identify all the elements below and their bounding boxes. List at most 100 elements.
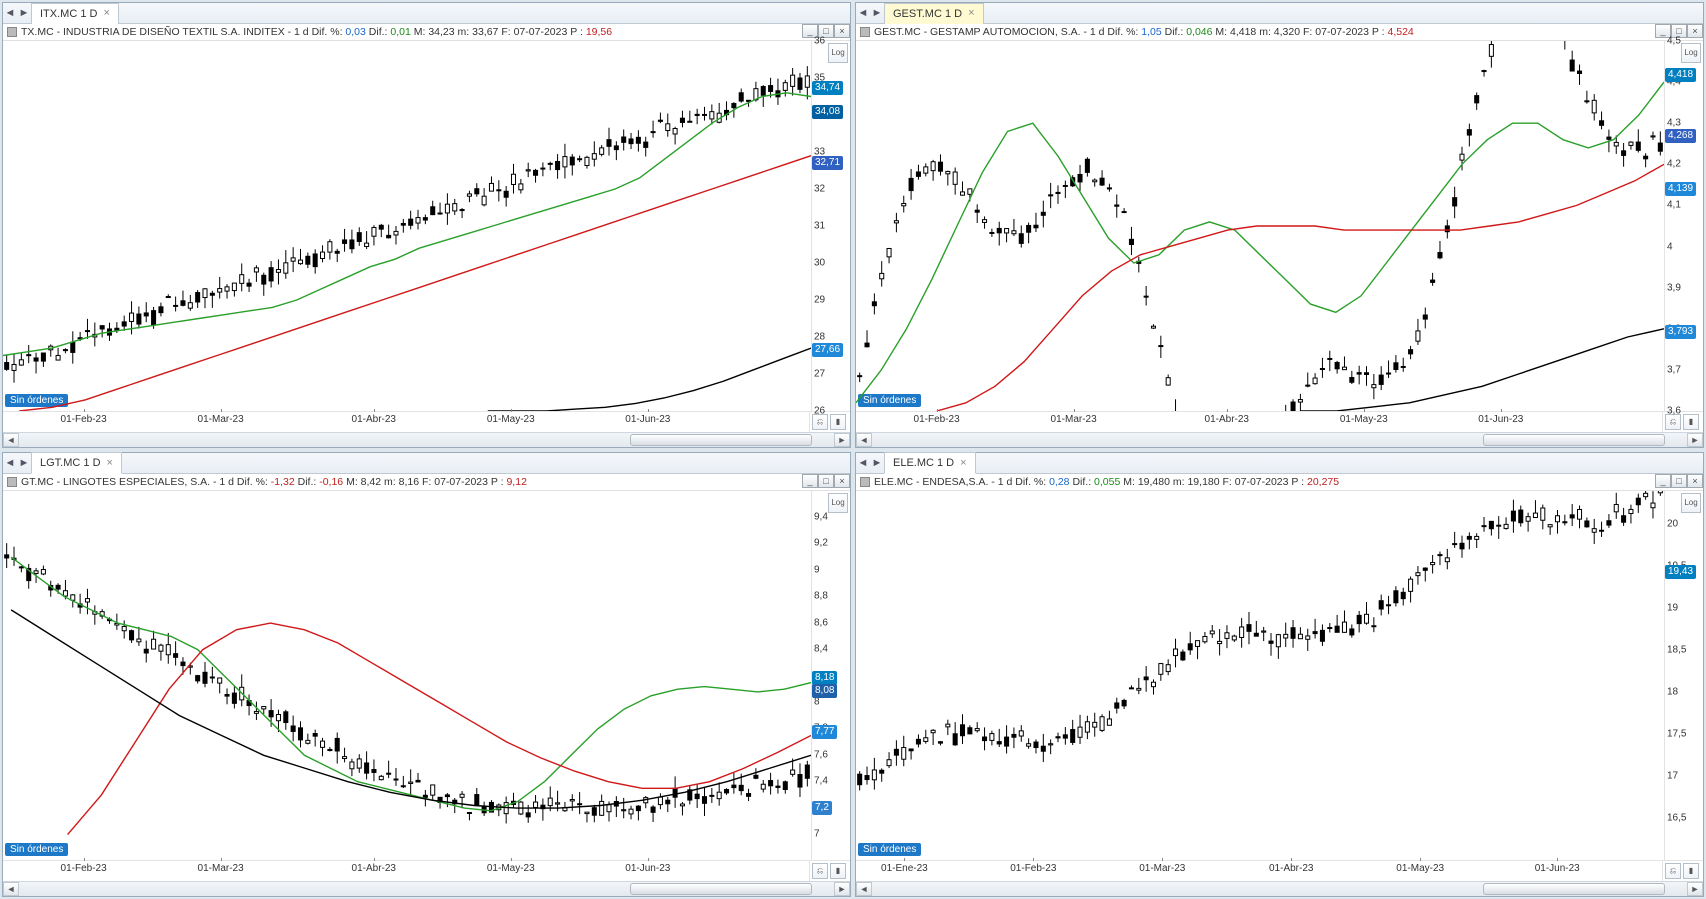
price-button[interactable]: ▮: [1683, 863, 1699, 879]
tabs-prev[interactable]: ◄: [856, 453, 870, 473]
scroll-right[interactable]: ►: [834, 433, 850, 447]
y-tick: 4: [1667, 241, 1673, 252]
maximize-button[interactable]: □: [818, 474, 834, 488]
info-text: 19,180: [1187, 476, 1219, 488]
tabs-next[interactable]: ►: [17, 3, 31, 23]
log-scale-button[interactable]: Log: [1681, 43, 1701, 63]
y-tick: 9: [814, 564, 820, 575]
scroll-track[interactable]: [872, 433, 1687, 447]
price-button[interactable]: ▮: [830, 414, 846, 430]
log-scale-button[interactable]: Log: [828, 43, 848, 63]
scroll-thumb[interactable]: [630, 883, 811, 895]
scroll-right[interactable]: ►: [1687, 433, 1703, 447]
time-scrollbar[interactable]: ◄►: [3, 881, 850, 896]
chart-plot[interactable]: Sin órdenes: [856, 41, 1665, 412]
chart-svg: [856, 41, 1664, 411]
y-tick: 17: [1667, 771, 1678, 782]
scroll-thumb[interactable]: [630, 434, 811, 446]
chart-tab[interactable]: ITX.MC 1 D×: [31, 3, 119, 25]
chart-plot[interactable]: Sin órdenes: [856, 491, 1665, 862]
scroll-left[interactable]: ◄: [3, 882, 19, 896]
x-tick: 01-Abr-23: [352, 414, 396, 425]
close-button[interactable]: ×: [1687, 24, 1703, 38]
scroll-track[interactable]: [872, 882, 1687, 896]
y-tick: 3,6: [1667, 406, 1681, 417]
panel-toggle[interactable]: [860, 477, 870, 487]
chart-svg: [856, 491, 1664, 861]
y-tick: 8,4: [814, 644, 828, 655]
info-text: Dif. %:: [312, 26, 343, 38]
price-flag: 27,66: [812, 343, 843, 357]
time-scrollbar[interactable]: ◄►: [3, 432, 850, 447]
tabs-next[interactable]: ►: [870, 453, 884, 473]
info-text: 33,67: [472, 26, 498, 38]
y-tick: 17,5: [1667, 729, 1686, 740]
panel-toggle[interactable]: [7, 27, 17, 37]
close-button[interactable]: ×: [834, 474, 850, 488]
log-scale-button[interactable]: Log: [828, 493, 848, 513]
price-flag: 4,418: [1665, 68, 1696, 82]
time-scrollbar[interactable]: ◄►: [856, 881, 1703, 896]
chart-tab[interactable]: GEST.MC 1 D×: [884, 3, 984, 25]
scroll-right[interactable]: ►: [834, 882, 850, 896]
y-tick: 3,9: [1667, 282, 1681, 293]
scroll-thumb[interactable]: [1483, 434, 1664, 446]
info-text: m:: [458, 26, 470, 38]
x-tick: 01-Jun-23: [625, 863, 670, 874]
period-button[interactable]: ⎌: [812, 863, 828, 879]
period-button[interactable]: ⎌: [1665, 863, 1681, 879]
scroll-left[interactable]: ◄: [856, 433, 872, 447]
close-button[interactable]: ×: [1687, 474, 1703, 488]
chart-plot[interactable]: Sin órdenes: [3, 41, 812, 412]
y-axis: Log16,51717,51818,51919,52019,43: [1665, 491, 1703, 862]
info-text: 19,480: [1138, 476, 1170, 488]
close-button[interactable]: ×: [834, 24, 850, 38]
y-tick: 16,5: [1667, 813, 1686, 824]
info-text: F:: [422, 476, 431, 488]
minimize-button[interactable]: _: [1655, 474, 1671, 488]
info-text: Dif.:: [298, 476, 317, 488]
chart-tab[interactable]: LGT.MC 1 D×: [31, 452, 122, 474]
info-text: GEST.MC - GESTAMP AUTOMOCION, S.A. -: [874, 26, 1087, 38]
price-button[interactable]: ▮: [1683, 414, 1699, 430]
panel-toggle[interactable]: [860, 27, 870, 37]
tabs-next[interactable]: ►: [17, 453, 31, 473]
info-text: P :: [1291, 476, 1304, 488]
chart-svg: [3, 491, 811, 861]
close-icon[interactable]: ×: [107, 458, 113, 469]
close-icon[interactable]: ×: [968, 8, 974, 19]
info-text: Dif. %:: [237, 476, 268, 488]
chart-tab[interactable]: ELE.MC 1 D×: [884, 452, 976, 474]
close-icon[interactable]: ×: [103, 8, 109, 19]
tab-bar: ◄►ITX.MC 1 D×: [3, 3, 850, 24]
x-tick: 01-Feb-23: [1010, 863, 1056, 874]
info-text: 0,28: [1049, 476, 1069, 488]
log-scale-button[interactable]: Log: [1681, 493, 1701, 513]
scroll-track[interactable]: [19, 433, 834, 447]
scroll-track[interactable]: [19, 882, 834, 896]
info-text: 1 d: [294, 26, 309, 38]
chart-plot[interactable]: Sin órdenes: [3, 491, 812, 862]
panel-toggle[interactable]: [7, 477, 17, 487]
tabs-prev[interactable]: ◄: [3, 3, 17, 23]
scroll-right[interactable]: ►: [1687, 882, 1703, 896]
price-flag: 7,2: [812, 801, 832, 815]
minimize-button[interactable]: _: [802, 474, 818, 488]
maximize-button[interactable]: □: [1671, 474, 1687, 488]
y-axis: Log262728293031323334353634,7434,0832,71…: [812, 41, 850, 412]
tabs-prev[interactable]: ◄: [3, 453, 17, 473]
x-tick: 01-May-23: [487, 414, 535, 425]
time-scrollbar[interactable]: ◄►: [856, 432, 1703, 447]
scroll-left[interactable]: ◄: [3, 433, 19, 447]
scroll-thumb[interactable]: [1483, 883, 1664, 895]
info-text: F:: [1303, 26, 1312, 38]
close-icon[interactable]: ×: [960, 458, 966, 469]
info-text: m:: [1173, 476, 1185, 488]
info-text: Dif.:: [1072, 476, 1091, 488]
tabs-prev[interactable]: ◄: [856, 3, 870, 23]
price-button[interactable]: ▮: [830, 863, 846, 879]
info-text: m:: [384, 476, 396, 488]
scroll-left[interactable]: ◄: [856, 882, 872, 896]
y-tick: 32: [814, 184, 825, 195]
tabs-next[interactable]: ►: [870, 3, 884, 23]
